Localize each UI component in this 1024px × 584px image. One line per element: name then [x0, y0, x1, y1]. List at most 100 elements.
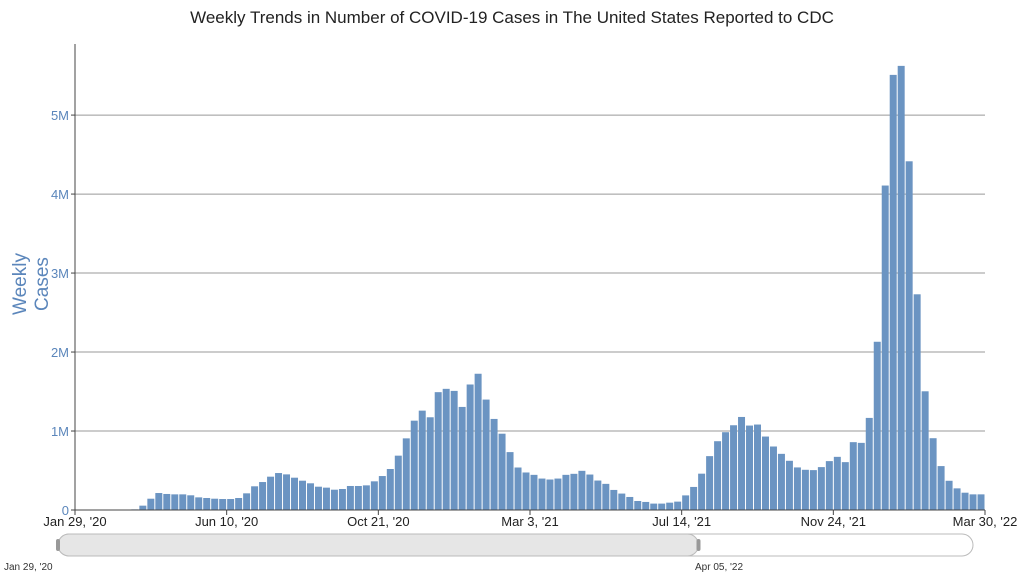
- bar: [714, 441, 722, 510]
- bar: [578, 470, 586, 510]
- bar: [283, 474, 291, 510]
- bar: [945, 480, 953, 510]
- x-tick-label: Nov 24, '21: [801, 514, 866, 529]
- bar: [227, 499, 235, 510]
- y-tick-label: 0: [62, 503, 69, 518]
- bar: [969, 494, 977, 510]
- bar: [937, 466, 945, 510]
- bar: [458, 406, 466, 510]
- bar: [809, 470, 817, 510]
- x-tick-label: Jan 29, '20: [43, 514, 106, 529]
- bar: [857, 442, 865, 510]
- bar: [873, 341, 881, 510]
- bar: [426, 417, 434, 510]
- bar: [722, 432, 730, 510]
- range-slider-right-handle[interactable]: [696, 539, 701, 551]
- bar: [626, 496, 634, 510]
- bar: [434, 392, 442, 510]
- bar: [354, 485, 362, 510]
- range-slider[interactable]: [56, 533, 974, 557]
- bar: [330, 489, 338, 510]
- bar: [746, 425, 754, 510]
- bar: [977, 494, 985, 510]
- y-tick-label: 1M: [51, 424, 69, 439]
- bar: [370, 481, 378, 510]
- bar: [793, 467, 801, 510]
- bar: [754, 424, 761, 510]
- bar: [785, 460, 793, 510]
- bar: [634, 500, 642, 510]
- bar: [666, 502, 674, 510]
- bar: [219, 499, 227, 510]
- bar: [650, 503, 658, 510]
- bar: [251, 486, 259, 510]
- x-tick-label: Mar 30, '22: [953, 514, 1018, 529]
- bar: [171, 494, 179, 510]
- bar: [738, 416, 746, 510]
- x-tick-label: Jun 10, '20: [195, 514, 258, 529]
- bar: [801, 469, 809, 510]
- bar: [386, 469, 394, 510]
- bar: [905, 161, 913, 510]
- bar: [889, 74, 897, 510]
- bar: [306, 483, 314, 510]
- bar: [522, 472, 530, 510]
- range-slider-selection: [57, 533, 699, 557]
- bar: [769, 446, 777, 510]
- bar: [211, 498, 219, 510]
- x-tick-label: Mar 3, '21: [501, 514, 558, 529]
- y-tick-label: 5M: [51, 108, 69, 123]
- bar: [618, 493, 626, 510]
- bar: [322, 487, 330, 510]
- bar: [474, 373, 482, 510]
- bar: [682, 495, 690, 510]
- bar: [594, 480, 602, 510]
- y-tick-label: 3M: [51, 266, 69, 281]
- bar: [346, 485, 354, 510]
- bar: [841, 462, 849, 510]
- bar: [538, 478, 546, 510]
- bar: [450, 390, 458, 510]
- bar: [235, 497, 243, 510]
- bar: [203, 497, 211, 510]
- bar: [466, 384, 474, 510]
- bar: [554, 478, 562, 510]
- bar: [378, 476, 386, 510]
- bar: [514, 467, 522, 510]
- x-tick-label: Jul 14, '21: [652, 514, 711, 529]
- bar: [865, 417, 873, 510]
- bar: [299, 480, 306, 510]
- bar: [761, 436, 769, 510]
- bar: [658, 503, 666, 510]
- bar: [849, 442, 857, 510]
- bar: [195, 497, 203, 510]
- bar: [147, 498, 155, 510]
- bar: [291, 477, 299, 510]
- bar: [586, 474, 594, 510]
- bar: [610, 489, 618, 510]
- bar: [482, 399, 490, 510]
- bar: [698, 473, 706, 510]
- bar: [506, 452, 514, 510]
- bar: [706, 456, 714, 510]
- bar: [410, 420, 418, 510]
- bar: [897, 65, 905, 511]
- bar: [913, 294, 921, 510]
- range-slider-left-handle[interactable]: [56, 539, 60, 551]
- bar: [187, 495, 195, 510]
- bar: [362, 485, 370, 510]
- bar: [642, 501, 650, 510]
- bar: [243, 493, 251, 510]
- y-tick-label: 4M: [51, 187, 69, 202]
- bar: [690, 486, 698, 510]
- bar: [777, 453, 785, 510]
- bar: [402, 438, 410, 510]
- bar: [179, 494, 187, 510]
- bar: [418, 410, 426, 510]
- bar: [953, 488, 961, 510]
- bar: [275, 473, 283, 510]
- bar: [338, 488, 346, 510]
- bar: [163, 493, 171, 510]
- bar: [833, 456, 841, 510]
